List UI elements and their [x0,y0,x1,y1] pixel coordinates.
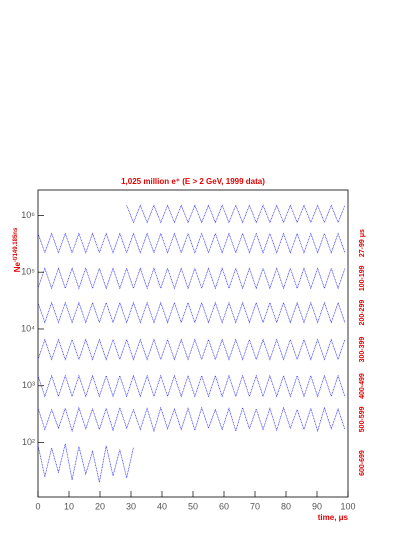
y-tick-label: 10⁶ [21,210,35,220]
data-line [37,374,346,398]
x-axis-label: time, μs [318,513,349,522]
x-tick-label: 100 [340,501,355,511]
row-label: 27-99 μs [359,229,366,257]
row-label: 300-399 [359,337,366,363]
x-tick-label: 80 [281,501,291,511]
data-line [37,443,134,483]
y-tick-label: 10³ [22,380,35,390]
x-tick-label: 70 [250,501,260,511]
y-label-base: Ne [13,262,22,273]
x-tick-label: 20 [95,501,105,511]
row-label: 400-499 [359,373,366,399]
y-tick-label: 10⁵ [21,267,35,277]
chart-title: 1,025 million e⁺ (E > 2 GeV, 1999 data) [121,177,265,186]
y-axis-label: Ne-t/149.185ns [13,227,23,272]
row-label: 200-299 [359,300,366,326]
y-label-exponent: -t/149.185ns [13,227,19,262]
y-tick-label: 10⁴ [21,323,35,333]
data-line [126,204,346,224]
row-label: 600-699 [359,450,366,476]
data-line [37,232,346,254]
x-tick-label: 30 [126,501,136,511]
data-line [37,338,346,361]
x-tick-label: 90 [312,501,322,511]
y-tick-label: 10² [22,437,35,447]
x-tick-label: 60 [219,501,229,511]
data-line [37,301,346,324]
x-tick-label: 50 [188,501,198,511]
data-line [37,267,346,290]
x-tick-label: 10 [64,501,74,511]
data-line [37,406,346,433]
row-label: 500-599 [359,406,366,432]
row-label: 100-199 [359,265,366,291]
x-tick-label: 40 [157,501,167,511]
x-tick-label: 0 [35,501,40,511]
